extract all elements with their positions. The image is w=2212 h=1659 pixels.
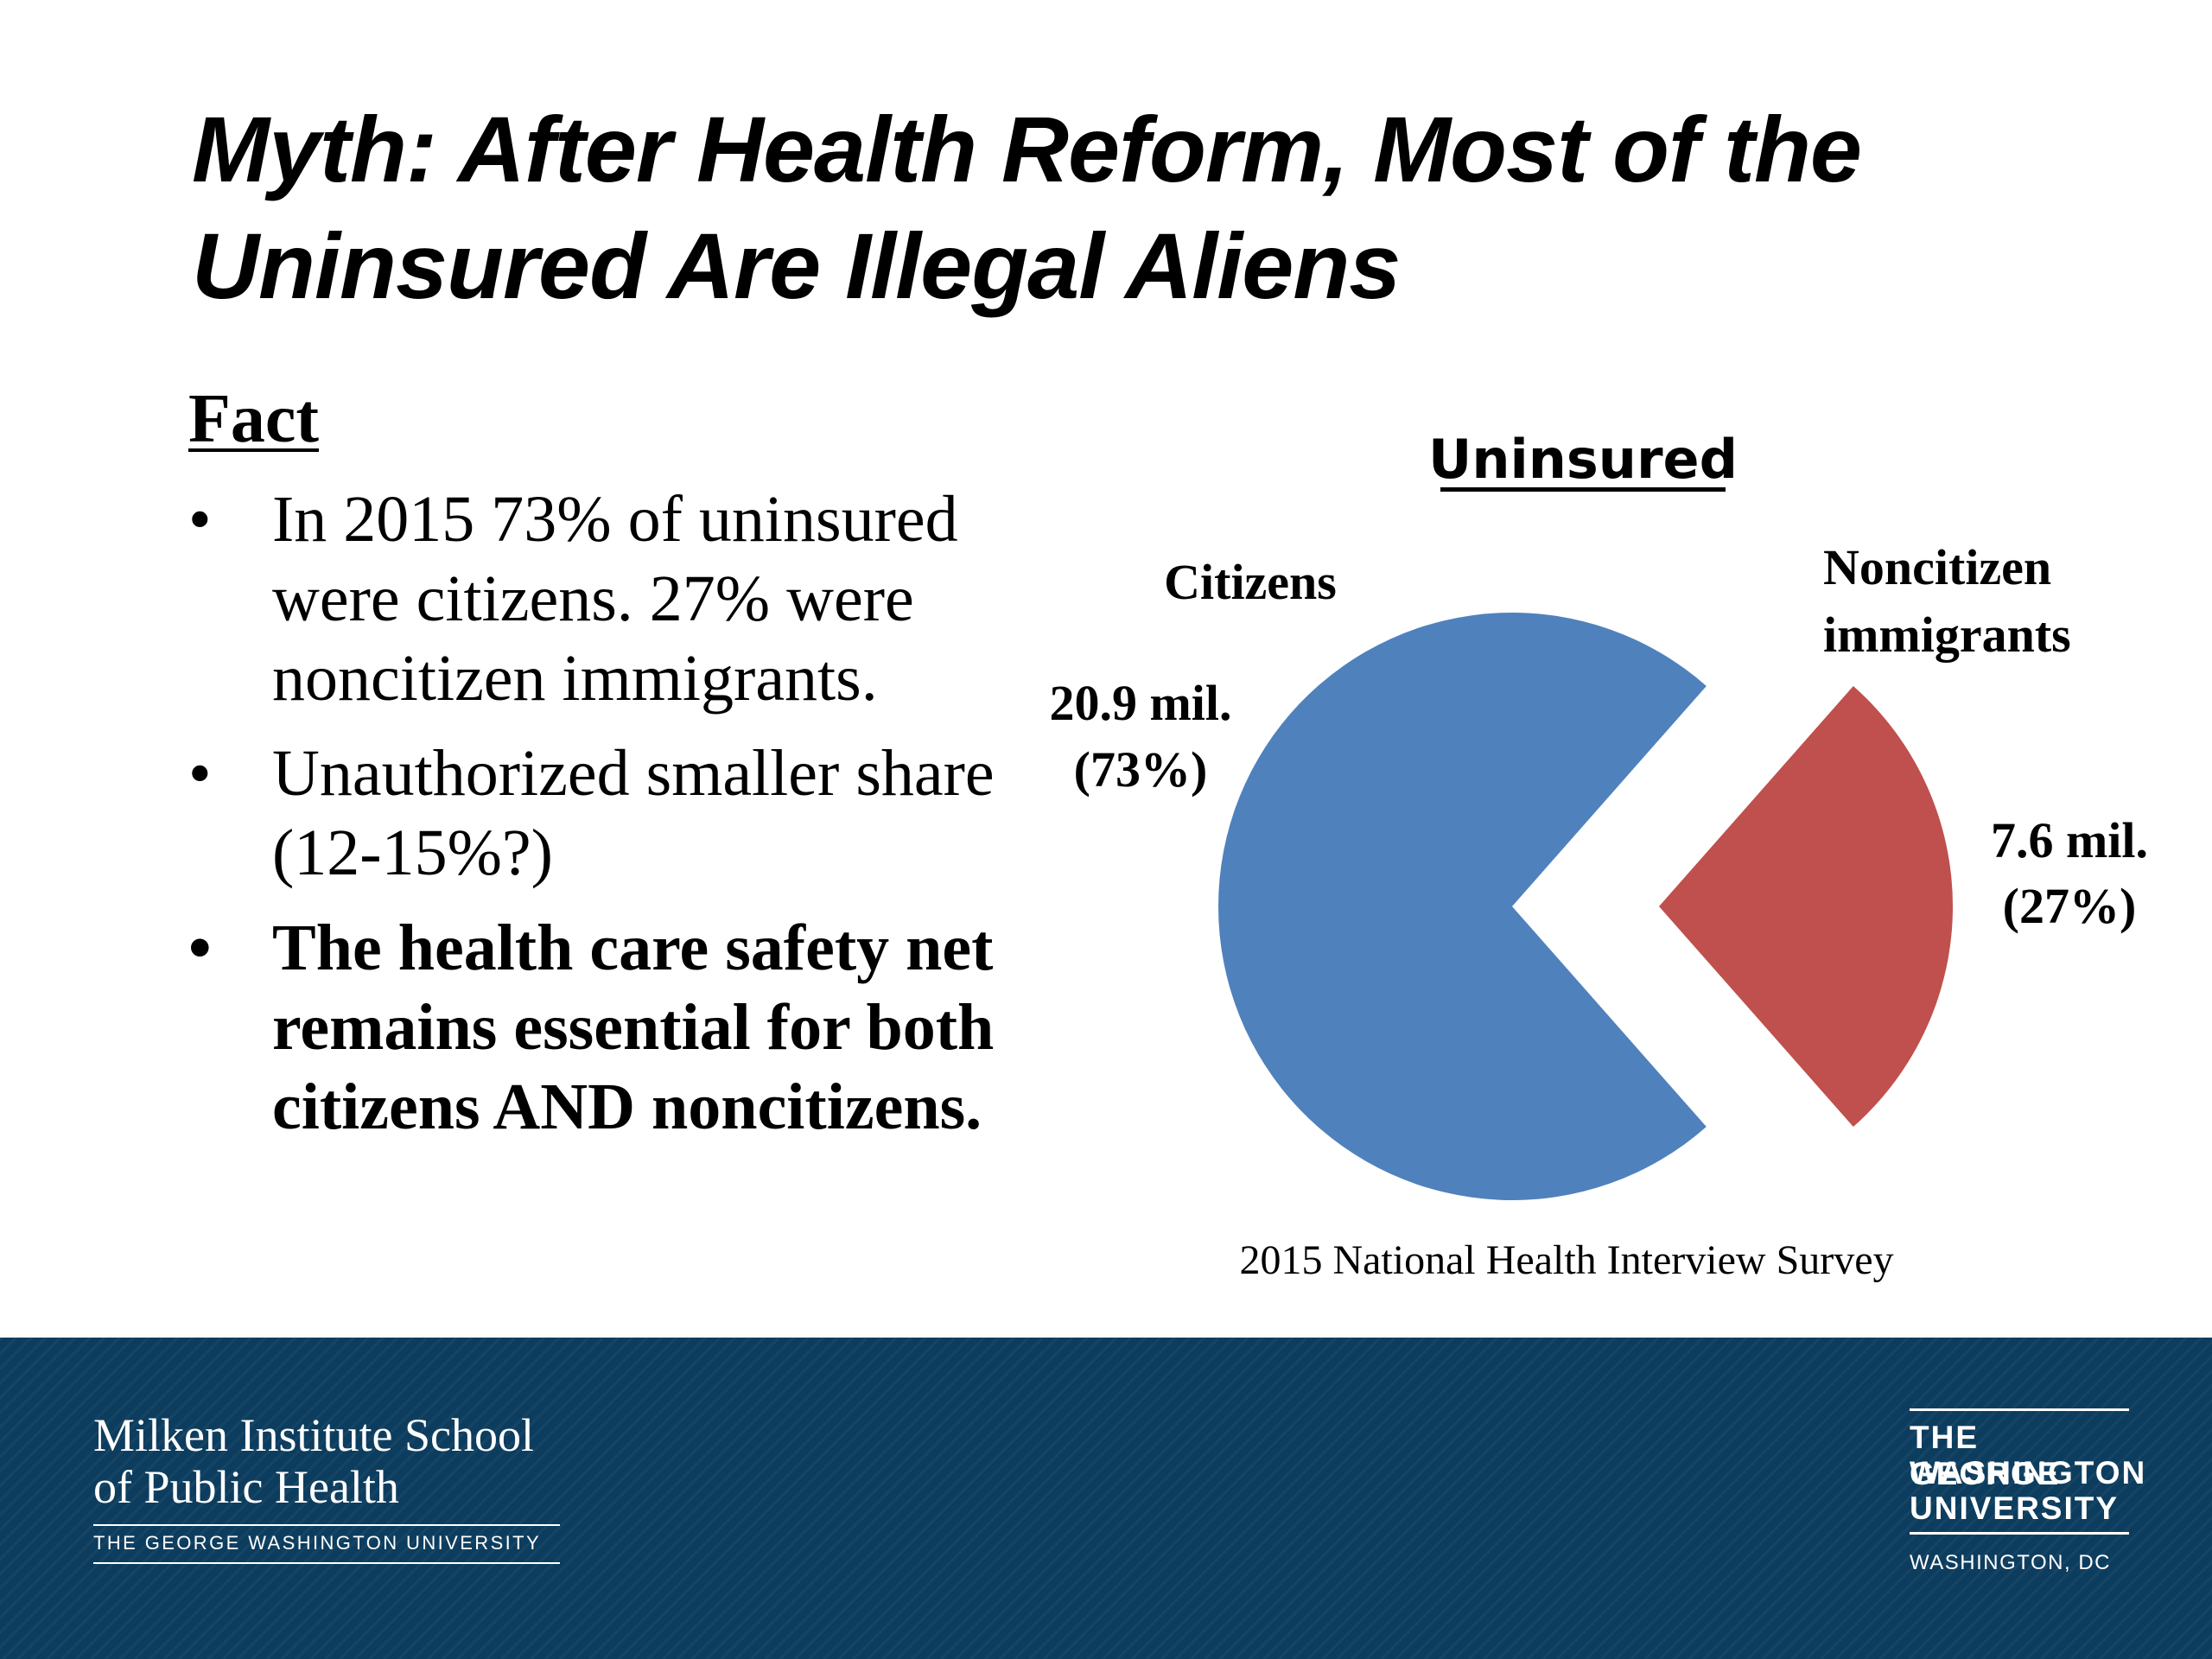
slice-label-noncitizen-line-2: immigrants	[1823, 607, 2071, 663]
footer-band	[0, 1338, 2212, 1659]
chart-title-underline	[1440, 487, 1726, 492]
bullet-dot-icon: •	[188, 912, 212, 984]
gw-logo-line-2: WASHINGTON	[1910, 1455, 2147, 1491]
slice-value-noncitizen: 7.6 mil.	[1991, 812, 2148, 868]
fact-bullet-item: • In 2015 73% of uninsured were citizens.…	[188, 480, 1070, 718]
gw-logo-rule-middle	[1910, 1532, 2129, 1535]
chart-title: Uninsured	[1428, 428, 1738, 491]
slice-percent-citizens: (73%)	[1074, 741, 1208, 798]
school-name-line-1: Milken Institute School	[93, 1409, 534, 1461]
gw-logo-location: WASHINGTON, DC	[1910, 1551, 2112, 1574]
pie-slice-noncitizen-immigrants	[1659, 685, 1953, 1128]
slice-percent-noncitizen: (27%)	[2003, 878, 2137, 934]
slice-value-citizens: 20.9 mil.	[1049, 675, 1231, 731]
chart-source: 2015 National Health Interview Survey	[1239, 1237, 1893, 1283]
fact-heading: Fact	[188, 381, 320, 457]
bullet-dot-icon: •	[188, 483, 212, 556]
bullet-dot-icon: •	[188, 737, 212, 810]
fact-bullet-item: • Unauthorized smaller share (12-15%?)	[188, 734, 1070, 893]
fact-bullet-list: • In 2015 73% of uninsured were citizens.…	[188, 480, 1070, 1162]
slide-title-line-1: Myth: After Health Reform, Most of the	[192, 97, 1862, 201]
school-logo-rule-top	[93, 1524, 560, 1526]
slice-label-citizens: Citizens	[1164, 554, 1337, 610]
school-university-name: THE GEORGE WASHINGTON UNIVERSITY	[93, 1532, 542, 1554]
fact-bullet-text: Unauthorized smaller share (12-15%?)	[272, 737, 995, 889]
slide-title: Myth: After Health Reform, Most of the U…	[192, 91, 2093, 324]
slice-label-noncitizen-line-1: Noncitizen	[1823, 539, 2051, 595]
slide-title-line-2: Uninsured Are Illegal Aliens	[192, 213, 1401, 318]
gw-logo-rule-top	[1910, 1408, 2129, 1411]
fact-bullet-item: • The health care safety net remains esse…	[188, 908, 1070, 1147]
gw-logo-line-3: UNIVERSITY	[1910, 1491, 2120, 1526]
pie-slice-citizens	[1217, 613, 1707, 1200]
gw-logo-line-1: THE GEORGE	[1910, 1420, 2061, 1491]
fact-bullet-text: The health care safety net remains essen…	[272, 912, 995, 1143]
fact-bullet-text: In 2015 73% of uninsured were citizens. …	[272, 483, 958, 715]
school-logo-rule-bottom	[93, 1562, 560, 1564]
school-name-line-2: of Public Health	[93, 1461, 399, 1513]
